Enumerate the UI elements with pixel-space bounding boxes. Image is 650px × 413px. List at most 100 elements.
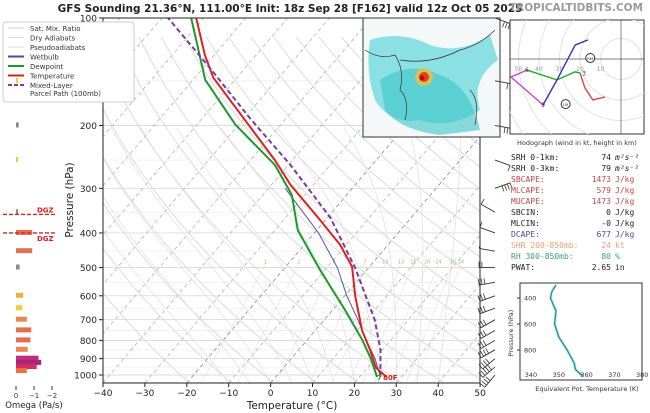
hodograph-trace [542, 39, 589, 106]
mixing-ratio-label: 13 [398, 259, 404, 265]
storm-motion-marker [560, 99, 571, 110]
stat-value: 677 [597, 230, 612, 239]
barb-flag [485, 358, 490, 364]
barb-flag [483, 278, 486, 285]
y-tick-label: 1000 [74, 372, 97, 382]
stat-unit: J/kg [615, 186, 634, 195]
series-mixed-layer-parcel-path-100mb- [167, 18, 382, 378]
theta-e-ytick-label: 600 [524, 321, 536, 329]
theta-e-xtick-label: 360 [580, 371, 592, 379]
mixing-ratio-line [390, 264, 439, 383]
isotherm [270, 136, 480, 383]
stat-value: 2.65 [592, 263, 611, 272]
wind-barb [479, 374, 496, 388]
mixing-ratio-label: 1 [264, 259, 267, 265]
barb-flag [482, 330, 487, 336]
barb-flag [482, 305, 486, 312]
x-tick-label: 30 [391, 389, 403, 399]
stat-label: SBCIN: [511, 208, 540, 217]
dry-adiabat [103, 108, 360, 383]
stat-value: -0 [601, 219, 611, 228]
barb-flag [506, 183, 510, 190]
barb-staff [480, 349, 496, 359]
stat-label: PWAT: [511, 263, 535, 272]
theta-e-xlabel: Equivalent Pot. Temperature (K) [535, 385, 638, 393]
omega-bar [16, 248, 33, 254]
stat-unit: J/kg [615, 208, 634, 217]
barb-flag [482, 340, 487, 346]
mixing-ratio-label: 20 [424, 259, 430, 265]
dry-adiabat [273, 36, 480, 235]
mixing-ratio-line [348, 264, 402, 383]
wind-barb [477, 305, 496, 315]
pseudoadiabat [176, 127, 334, 383]
legend-label: Mixed-Layer [30, 82, 73, 90]
barb-staff [479, 247, 496, 252]
dry-adiabat [205, 36, 480, 305]
omega-bar [16, 327, 32, 333]
dry-adiabat [295, 36, 480, 212]
stat-unit: % [615, 252, 620, 261]
barb-flag [482, 319, 487, 326]
mixing-ratio-label: 30 [450, 259, 456, 265]
theta-e-ylabel: Pressure (hPa) [507, 310, 515, 357]
isotherm [103, 18, 372, 335]
stat-unit: in [615, 263, 625, 272]
barb-flag [480, 278, 483, 285]
omega-tick-label: −2 [47, 392, 57, 400]
omega-bar [16, 122, 19, 128]
storm-motion-label: RM [587, 56, 593, 61]
barb-flag [506, 83, 509, 90]
theta-e-xtick-label: 370 [608, 371, 620, 379]
barb-flag [477, 333, 482, 339]
legend-label: Wetbulb [30, 54, 59, 62]
barb-flag [482, 360, 488, 366]
pseudoadiabat [103, 157, 271, 383]
hodograph-ring-label: 20 [576, 66, 584, 73]
hodograph-height-label: 3 [582, 70, 586, 77]
y-tick-label: 600 [80, 292, 97, 302]
stat-unit: m²s⁻² [614, 153, 639, 162]
stat-label: RH 300-850mb: [511, 252, 574, 261]
skewt-frame [102, 17, 481, 384]
theta-e-panel: 340 350 360 370 380 400 600 800 [517, 282, 648, 381]
mixing-ratio-label: 24 [435, 259, 441, 265]
barb-flag [481, 380, 487, 386]
hodograph-plot: 50 40 30 20 10 3 6 9 RM LM [510, 20, 644, 134]
series-temperature [195, 18, 388, 378]
barb-staff [482, 366, 496, 378]
barb-flag [480, 198, 485, 205]
series-wetbulb [284, 188, 381, 378]
barb-flag [479, 383, 485, 388]
dry-adiabat [250, 36, 480, 258]
wind-barb [477, 330, 496, 339]
hodograph-trace [526, 69, 581, 81]
wind-barbs [477, 17, 513, 388]
barb-flag [477, 279, 480, 286]
wind-barb [477, 278, 496, 286]
barb-flag [480, 331, 484, 338]
isotherm [354, 234, 480, 383]
barb-staff [480, 319, 496, 329]
x-tick-label: 10 [307, 389, 319, 399]
barb-staff [494, 159, 511, 166]
barb-staff [479, 227, 496, 234]
x-tick-label: −20 [177, 389, 196, 399]
omega-bar [16, 77, 18, 83]
stat-value: 579 [597, 186, 612, 195]
barb-flag [477, 307, 481, 314]
dry-adiabat [103, 156, 318, 383]
wind-barb [477, 348, 496, 359]
omega-bar [16, 157, 18, 163]
hodograph-ring-label: 40 [535, 66, 543, 73]
legend: Sat. Mix. Ratio Dry AdiabatsPseudoadiabat… [2, 21, 135, 103]
omega-tick-label: −1 [29, 392, 39, 400]
x-tick-label: 40 [432, 389, 444, 399]
wind-barb [477, 319, 496, 329]
omega-bar [16, 364, 37, 370]
pseudoadiabat [103, 228, 230, 383]
stat-value: 0 [606, 208, 611, 217]
barb-flag [485, 366, 490, 373]
x-tick-label: −10 [219, 389, 238, 399]
stat-label: MLCIN: [511, 219, 540, 228]
